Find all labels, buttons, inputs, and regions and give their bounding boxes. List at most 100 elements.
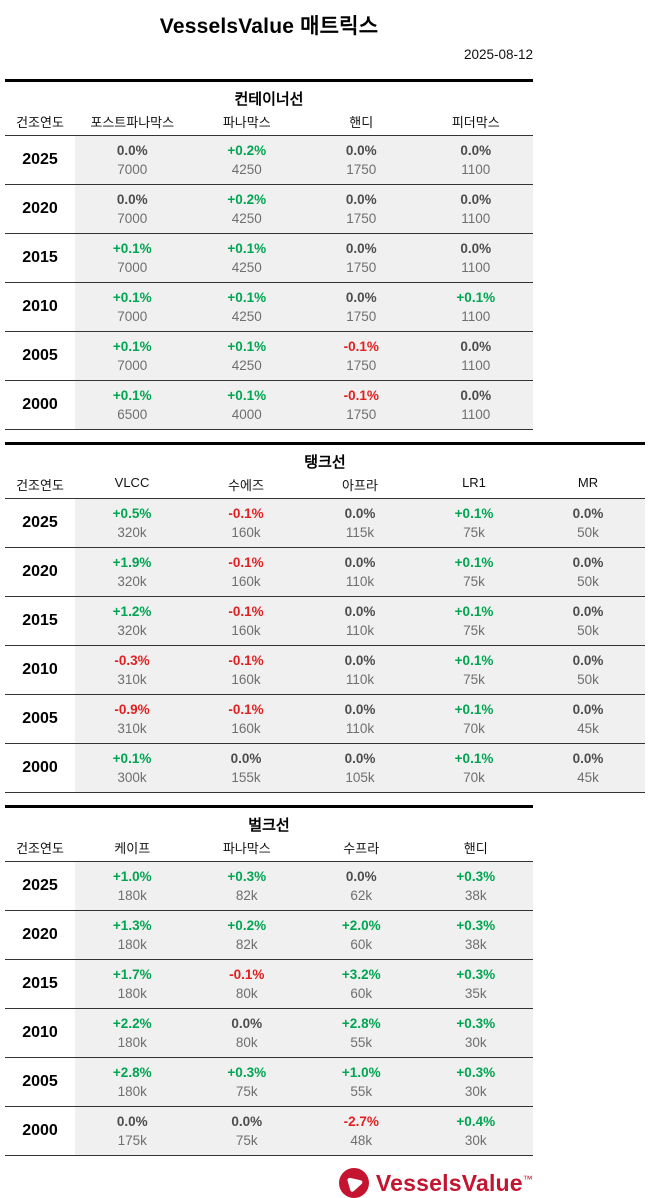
data-cell: +0.3% 30k: [418, 1009, 533, 1057]
pct-change: +0.1%: [112, 388, 152, 403]
data-cell: +0.3% 75k: [189, 1058, 304, 1106]
table-container-ships: 컨테이너선 건조연도 포스트파나막스 파나막스 핸디 피더막스 2025 0.0% 7000 +0…: [5, 79, 533, 430]
value: 1100: [461, 162, 491, 177]
value: 1750: [346, 358, 377, 373]
pct-change: +0.5%: [112, 506, 152, 521]
section-title-bulkers: 벌크선: [248, 817, 290, 834]
pct-change: 0.0%: [116, 192, 148, 207]
data-cell: +1.2% 320k: [75, 597, 189, 645]
column-header: 파나막스: [222, 841, 271, 856]
value: 1100: [461, 407, 491, 422]
data-cell: 0.0% 155k: [189, 744, 303, 792]
year-cell: 2020: [5, 911, 75, 959]
value: 110k: [345, 574, 375, 589]
value: 50k: [577, 525, 599, 540]
data-cell: +0.2% 82k: [189, 911, 304, 959]
pct-change: -0.1%: [343, 388, 379, 403]
value: 75k: [235, 1084, 258, 1099]
data-cell: +1.0% 180k: [75, 862, 190, 910]
year-column-header: 건조연도: [16, 115, 64, 130]
table-bulkers: 벌크선 건조연도 케이프 파나막스 수프라 핸디 2025 +1.0% 180k +0.3% 82k…: [5, 805, 533, 1156]
pct-change: 0.0%: [345, 290, 377, 305]
column-header: 파나막스: [222, 115, 271, 130]
value: 75k: [463, 574, 485, 589]
data-cell: 0.0% 7000: [75, 185, 190, 233]
data-cell: +0.1% 75k: [417, 548, 531, 596]
value: 62k: [350, 888, 373, 903]
data-cell: 0.0% 7000: [75, 136, 190, 184]
value: 4000: [231, 407, 262, 422]
value: 60k: [350, 937, 373, 952]
pct-change: +2.0%: [341, 918, 381, 933]
pct-change: +1.0%: [341, 1065, 381, 1080]
data-cell: -0.1% 160k: [189, 499, 303, 547]
table-row: 2005 +0.1% 7000 +0.1% 4250 -0.1% 1750 0.0% 1100: [5, 332, 533, 381]
data-cell: -0.1% 160k: [189, 597, 303, 645]
data-cell: 0.0% 1750: [304, 283, 419, 331]
data-cell: 0.0% 175k: [75, 1107, 190, 1155]
column-header: VLCC: [114, 475, 150, 490]
pct-change: +0.3%: [456, 1065, 496, 1080]
value: 1750: [346, 211, 377, 226]
data-cell: -0.3% 310k: [75, 646, 189, 694]
pct-change: +0.3%: [456, 918, 496, 933]
value: 60k: [350, 986, 373, 1001]
pct-change: +0.3%: [456, 869, 496, 884]
value: 1100: [461, 309, 491, 324]
value: 1750: [346, 260, 377, 275]
pct-change: -0.1%: [228, 604, 264, 619]
pct-change: 0.0%: [344, 604, 376, 619]
year-cell: 2020: [5, 548, 75, 596]
data-cell: 0.0% 62k: [304, 862, 419, 910]
year-cell: 2025: [5, 499, 75, 547]
data-cell: 0.0% 80k: [189, 1009, 304, 1057]
pct-change: +0.1%: [112, 241, 152, 256]
value: 38k: [464, 888, 487, 903]
data-cell: -0.9% 310k: [75, 695, 189, 743]
column-header: 핸디: [463, 841, 488, 856]
pct-change: +1.0%: [112, 869, 152, 884]
data-cell: -0.1% 160k: [189, 548, 303, 596]
value: 50k: [577, 672, 599, 687]
pct-change: +0.1%: [227, 290, 267, 305]
vesselsvalue-matrix-page: VesselsValue 매트릭스 2025-08-12 컨테이너선 건조연도 포스…: [0, 10, 651, 1198]
value: 310k: [117, 721, 147, 736]
pct-change: +0.2%: [227, 143, 267, 158]
pct-change: +0.3%: [456, 1016, 496, 1031]
value: 175k: [117, 1133, 147, 1148]
year-cell: 2020: [5, 185, 75, 233]
column-header: 케이프: [114, 841, 151, 856]
vesselsvalue-logo-text: VesselsValue™: [376, 1170, 533, 1197]
pct-change: 0.0%: [344, 653, 376, 668]
data-cell: +0.3% 82k: [189, 862, 304, 910]
year-cell: 2005: [5, 332, 75, 380]
table-tankers: 탱크선 건조연도 VLCC 수에즈 아프라 LR1 MR 2025 +0.5% 320k -0.1%…: [5, 442, 645, 793]
pct-change: +2.2%: [112, 1016, 152, 1031]
table-row: 2010 +2.2% 180k 0.0% 80k +2.8% 55k +0.3% 30k: [5, 1009, 533, 1058]
data-cell: -0.1% 80k: [189, 960, 304, 1008]
value: 4250: [231, 358, 262, 373]
value: 1100: [461, 358, 491, 373]
value: 82k: [235, 937, 258, 952]
trademark-symbol: ™: [522, 1173, 533, 1185]
data-cell: -0.1% 160k: [189, 646, 303, 694]
pct-change: 0.0%: [345, 192, 377, 207]
value: 110k: [345, 672, 375, 687]
pct-change: -0.3%: [114, 653, 150, 668]
pct-change: +1.9%: [112, 555, 152, 570]
pct-change: -0.9%: [114, 702, 150, 717]
value: 38k: [464, 937, 487, 952]
column-header: MR: [577, 475, 599, 490]
column-header: 수프라: [343, 841, 380, 856]
data-cell: 0.0% 1750: [304, 136, 419, 184]
data-cell: +0.1% 4250: [189, 332, 304, 380]
data-cell: +0.1% 75k: [417, 646, 531, 694]
data-cell: +0.3% 38k: [418, 862, 533, 910]
table-row: 2015 +0.1% 7000 +0.1% 4250 0.0% 1750 0.0% 1100: [5, 234, 533, 283]
table-row: 2020 +1.3% 180k +0.2% 82k +2.0% 60k +0.3% 38k: [5, 911, 533, 960]
pct-change: +0.1%: [112, 290, 152, 305]
pct-change: 0.0%: [345, 241, 377, 256]
pct-change: +0.3%: [456, 967, 496, 982]
value: 160k: [231, 623, 261, 638]
value: 1750: [346, 162, 377, 177]
